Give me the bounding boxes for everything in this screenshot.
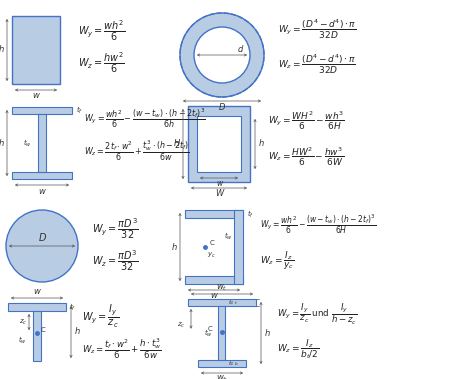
- Bar: [197, 116, 241, 172]
- Text: h: h: [74, 327, 80, 337]
- Bar: [198, 360, 246, 367]
- Ellipse shape: [194, 27, 250, 83]
- Text: $W_y = \dfrac{WH^2}{6} - \dfrac{wh^3}{6H}$: $W_y = \dfrac{WH^2}{6} - \dfrac{wh^3}{6H…: [268, 110, 345, 132]
- Bar: [188, 106, 250, 182]
- Text: h: h: [258, 139, 264, 149]
- Text: h: h: [0, 138, 4, 147]
- Text: W: W: [215, 190, 223, 199]
- Text: $W_y = \dfrac{I_y}{z_c}$: $W_y = \dfrac{I_y}{z_c}$: [82, 304, 119, 330]
- Text: $W_z = \dfrac{(D^4 - d^4) \cdot \pi}{32D}$: $W_z = \dfrac{(D^4 - d^4) \cdot \pi}{32D…: [278, 52, 356, 76]
- Text: h: h: [0, 45, 4, 55]
- Text: w: w: [33, 91, 39, 100]
- Text: $t_w$: $t_w$: [18, 335, 27, 346]
- Bar: [185, 276, 243, 284]
- Text: $W_z = \dfrac{t_f \cdot w^2}{6} + \dfrac{h \cdot t_w^3}{6w}$: $W_z = \dfrac{t_f \cdot w^2}{6} + \dfrac…: [82, 337, 162, 361]
- Text: $W_z = \dfrac{I_z}{b_t/2}$: $W_z = \dfrac{I_z}{b_t/2}$: [277, 337, 319, 361]
- Text: $W_y = \dfrac{(D^4 - d^4) \cdot \pi}{32D}$: $W_y = \dfrac{(D^4 - d^4) \cdot \pi}{32D…: [278, 17, 356, 41]
- Text: $t_{f,b}$: $t_{f,b}$: [228, 359, 239, 368]
- Ellipse shape: [180, 13, 264, 97]
- Text: C: C: [210, 240, 214, 246]
- Text: w: w: [34, 288, 40, 296]
- Text: $W_y = \dfrac{wh^2}{6} - \dfrac{(w-t_w)\cdot(h-2t_f)^3}{6h}$: $W_y = \dfrac{wh^2}{6} - \dfrac{(w-t_w)\…: [84, 106, 206, 130]
- Text: h: h: [172, 243, 177, 252]
- Text: $W_y = \dfrac{\pi D^3}{32}$: $W_y = \dfrac{\pi D^3}{32}$: [92, 216, 139, 241]
- Text: $z_c$: $z_c$: [177, 321, 185, 330]
- Text: $t_f$: $t_f$: [247, 208, 254, 219]
- Text: $W_z = \dfrac{HW^2}{6} - \dfrac{hw^3}{6W}$: $W_z = \dfrac{HW^2}{6} - \dfrac{hw^3}{6W…: [268, 146, 344, 168]
- Text: h: h: [264, 329, 270, 338]
- Text: $w_b$: $w_b$: [216, 374, 228, 379]
- Text: w: w: [216, 180, 222, 188]
- Text: $W_z = \dfrac{hw^2}{6}$: $W_z = \dfrac{hw^2}{6}$: [78, 50, 125, 75]
- Text: $t_w$: $t_w$: [224, 230, 232, 241]
- Ellipse shape: [6, 210, 78, 282]
- Bar: [38, 114, 46, 172]
- Bar: [12, 16, 60, 84]
- Text: $w_t$: $w_t$: [216, 283, 228, 293]
- Text: $W_z = \dfrac{\pi D^3}{32}$: $W_z = \dfrac{\pi D^3}{32}$: [92, 249, 138, 273]
- Text: $y_c$: $y_c$: [207, 251, 216, 260]
- Bar: [33, 311, 41, 361]
- Text: $z_c$: $z_c$: [19, 318, 27, 327]
- Text: $W_y = \dfrac{I_y}{z_c}$ und $\dfrac{I_y}{h-z_c}$: $W_y = \dfrac{I_y}{z_c}$ und $\dfrac{I_y…: [277, 301, 357, 327]
- Text: D: D: [38, 233, 46, 243]
- Bar: [12, 107, 72, 114]
- Text: w: w: [38, 186, 46, 196]
- Bar: [185, 210, 243, 218]
- Bar: [188, 299, 256, 306]
- Text: $t_{f,t}$: $t_{f,t}$: [228, 298, 238, 307]
- Text: H: H: [174, 139, 180, 149]
- Text: C: C: [208, 326, 212, 332]
- Text: $W_z = \dfrac{2t_f \cdot w^2}{6} + \dfrac{t_w^3 \cdot (h-2t_f)}{6w}$: $W_z = \dfrac{2t_f \cdot w^2}{6} + \dfra…: [84, 139, 190, 163]
- Text: $W_z = \dfrac{I_z}{y_c}$: $W_z = \dfrac{I_z}{y_c}$: [260, 250, 294, 272]
- Text: $W_y = \dfrac{wh^2}{6} - \dfrac{(w-t_w)\cdot(h-2t_f)^3}{6H}$: $W_y = \dfrac{wh^2}{6} - \dfrac{(w-t_w)\…: [260, 212, 376, 236]
- Text: w: w: [210, 291, 218, 301]
- Bar: [234, 210, 243, 284]
- Text: $t_w$: $t_w$: [204, 327, 212, 338]
- Bar: [12, 172, 72, 179]
- Text: $t_f$: $t_f$: [69, 301, 76, 313]
- Bar: [8, 303, 66, 311]
- Bar: [219, 306, 226, 360]
- Text: $W_y = \dfrac{wh^2}{6}$: $W_y = \dfrac{wh^2}{6}$: [78, 19, 126, 44]
- Text: $t_w$: $t_w$: [23, 138, 32, 149]
- Text: $t_f$: $t_f$: [76, 105, 83, 116]
- Text: C: C: [41, 327, 46, 333]
- Text: D: D: [219, 102, 225, 111]
- Text: d: d: [237, 45, 243, 55]
